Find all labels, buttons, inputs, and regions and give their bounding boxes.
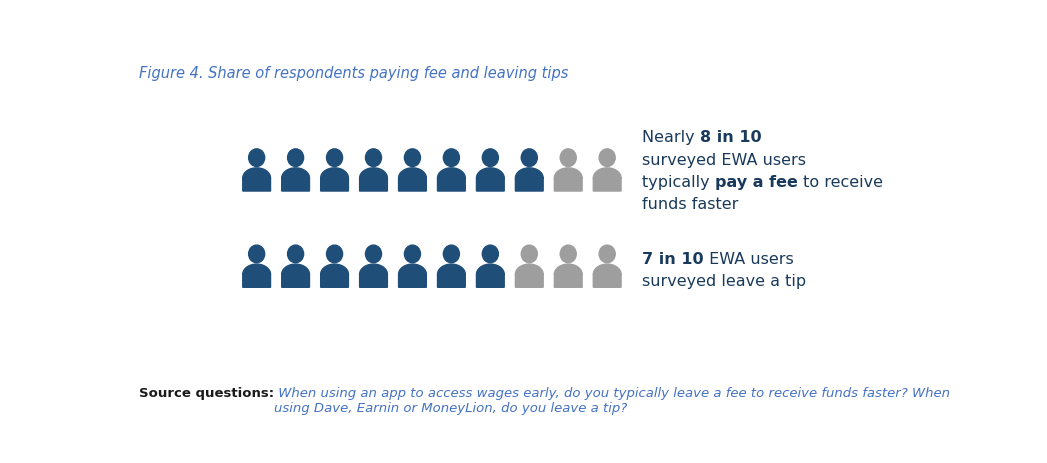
Ellipse shape (483, 149, 498, 167)
Ellipse shape (521, 245, 537, 263)
Ellipse shape (443, 149, 460, 167)
Text: funds faster: funds faster (642, 197, 738, 212)
Polygon shape (399, 264, 426, 287)
Text: Nearly: Nearly (642, 131, 699, 145)
Text: 8 in 10: 8 in 10 (699, 131, 761, 145)
Polygon shape (594, 264, 621, 287)
Ellipse shape (327, 245, 342, 263)
Polygon shape (476, 168, 505, 191)
Ellipse shape (599, 149, 616, 167)
Polygon shape (282, 168, 310, 191)
Text: EWA users: EWA users (704, 252, 794, 267)
Polygon shape (554, 264, 582, 287)
Polygon shape (243, 264, 270, 287)
Text: surveyed EWA users: surveyed EWA users (642, 152, 806, 168)
Polygon shape (359, 168, 387, 191)
Polygon shape (476, 264, 505, 287)
Text: to receive: to receive (798, 175, 883, 190)
Polygon shape (320, 168, 349, 191)
Polygon shape (243, 168, 270, 191)
Ellipse shape (599, 245, 616, 263)
Text: Figure 4. Share of respondents paying fee and leaving tips: Figure 4. Share of respondents paying fe… (139, 66, 569, 81)
Text: Source questions:: Source questions: (139, 387, 274, 400)
Polygon shape (554, 168, 582, 191)
Ellipse shape (560, 149, 576, 167)
Ellipse shape (521, 149, 537, 167)
Ellipse shape (248, 245, 265, 263)
Polygon shape (399, 168, 426, 191)
Polygon shape (282, 264, 310, 287)
Ellipse shape (248, 149, 265, 167)
Polygon shape (320, 264, 349, 287)
Ellipse shape (288, 149, 304, 167)
Ellipse shape (443, 245, 460, 263)
Polygon shape (515, 168, 543, 191)
Ellipse shape (404, 245, 421, 263)
Polygon shape (438, 168, 465, 191)
Polygon shape (438, 264, 465, 287)
Text: typically: typically (642, 175, 715, 190)
Ellipse shape (560, 245, 576, 263)
Polygon shape (594, 168, 621, 191)
Polygon shape (515, 264, 543, 287)
Ellipse shape (365, 245, 381, 263)
Ellipse shape (365, 149, 381, 167)
Text: When using an app to access wages early, do you typically leave a fee to receive: When using an app to access wages early,… (274, 387, 950, 415)
Text: 7 in 10: 7 in 10 (642, 252, 704, 267)
Ellipse shape (404, 149, 421, 167)
Ellipse shape (483, 245, 498, 263)
Text: surveyed leave a tip: surveyed leave a tip (642, 275, 806, 289)
Text: pay a fee: pay a fee (715, 175, 798, 190)
Ellipse shape (288, 245, 304, 263)
Polygon shape (359, 264, 387, 287)
Ellipse shape (327, 149, 342, 167)
